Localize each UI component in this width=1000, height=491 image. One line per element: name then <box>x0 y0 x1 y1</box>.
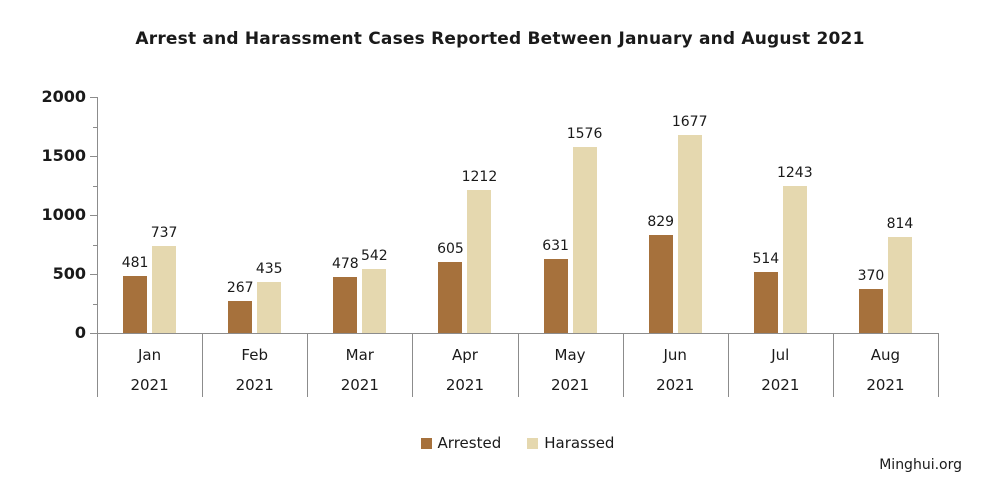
bar-arrested-jul <box>753 272 778 333</box>
bar-value-label: 514 <box>752 251 780 268</box>
x-category-divider <box>97 333 98 397</box>
month-label: Aug <box>870 346 901 364</box>
bar-arrested-aug <box>858 289 883 333</box>
month-label: Jun <box>663 346 687 364</box>
bar-harassed-aug <box>887 236 912 333</box>
bar-value-label: 481 <box>121 255 149 272</box>
legend-item-arrested: Arrested <box>420 434 502 452</box>
bar-harassed-apr <box>467 189 492 333</box>
y-major-tick <box>90 156 97 158</box>
month-label: Apr <box>451 346 478 364</box>
chart-legend: Arrested Harassed <box>97 432 938 454</box>
y-major-tick <box>90 215 97 217</box>
y-major-tick <box>90 333 97 335</box>
y-minor-tick <box>93 303 97 305</box>
x-category-divider <box>517 333 519 397</box>
y-minor-tick <box>93 126 97 128</box>
bar-value-label: 1243 <box>776 165 813 182</box>
bar-value-label: 435 <box>255 260 283 277</box>
bar-value-label: 737 <box>150 225 178 242</box>
y-tick-label: 0 <box>74 323 86 342</box>
bar-value-label: 605 <box>437 240 464 257</box>
bar-value-label: 370 <box>857 268 885 285</box>
source-label: Minghui.org <box>879 457 962 473</box>
year-label: 2021 <box>761 376 800 394</box>
y-axis-line <box>97 97 99 333</box>
x-category-divider <box>622 333 624 397</box>
bar-value-label: 267 <box>226 280 254 297</box>
year-label: 2021 <box>445 376 485 394</box>
x-category-divider <box>938 333 939 397</box>
year-label: 2021 <box>656 376 695 394</box>
legend-swatch-harassed <box>527 437 539 449</box>
bar-value-label: 631 <box>542 237 569 254</box>
y-tick-label: 2000 <box>41 87 86 106</box>
y-minor-tick <box>93 185 97 187</box>
y-tick-label: 500 <box>52 264 86 283</box>
bar-value-label: 478 <box>331 255 359 272</box>
bar-arrested-jun <box>648 235 673 333</box>
x-category-divider <box>202 333 204 397</box>
legend-label: Arrested <box>437 434 502 452</box>
bar-harassed-jul <box>782 186 807 333</box>
bar-arrested-apr <box>438 261 463 333</box>
y-major-tick <box>90 97 97 99</box>
bar-harassed-may <box>572 147 597 333</box>
bar-value-label: 829 <box>647 214 675 231</box>
month-label: May <box>554 346 586 364</box>
x-category-divider <box>412 333 414 397</box>
month-label: Jul <box>771 346 790 364</box>
x-category-divider <box>307 333 309 397</box>
year-label: 2021 <box>235 376 274 394</box>
bar-arrested-feb <box>228 301 253 333</box>
bar-value-label: 542 <box>360 248 388 265</box>
x-category-divider <box>727 333 729 397</box>
y-minor-tick <box>93 244 97 246</box>
bar-value-label: 1576 <box>566 126 603 143</box>
year-label: 2021 <box>340 376 379 394</box>
bar-value-label: 1677 <box>671 114 708 131</box>
legend-label: Harassed <box>544 434 615 452</box>
x-category-divider <box>832 333 834 397</box>
y-tick-label: 1000 <box>41 205 86 224</box>
bar-value-label: 814 <box>886 215 914 232</box>
y-tick-label: 1500 <box>41 146 86 165</box>
year-label: 2021 <box>130 376 169 394</box>
bar-arrested-mar <box>333 276 358 333</box>
chart-title: Arrest and Harassment Cases Reported Bet… <box>135 29 865 49</box>
bar-harassed-mar <box>362 269 387 333</box>
bar-value-label: 1212 <box>461 168 498 185</box>
y-major-tick <box>90 274 97 276</box>
legend-swatch-arrested <box>420 437 432 449</box>
month-label: Jan <box>138 346 162 364</box>
bar-harassed-jan <box>152 246 177 333</box>
month-label: Mar <box>345 346 374 364</box>
bar-harassed-feb <box>257 281 282 333</box>
month-label: Feb <box>241 346 268 364</box>
year-label: 2021 <box>550 376 590 394</box>
bar-arrested-may <box>543 258 568 333</box>
bar-harassed-jun <box>677 135 702 333</box>
year-label: 2021 <box>866 376 905 394</box>
legend-item-harassed: Harassed <box>527 434 614 452</box>
bar-arrested-jan <box>123 276 148 333</box>
